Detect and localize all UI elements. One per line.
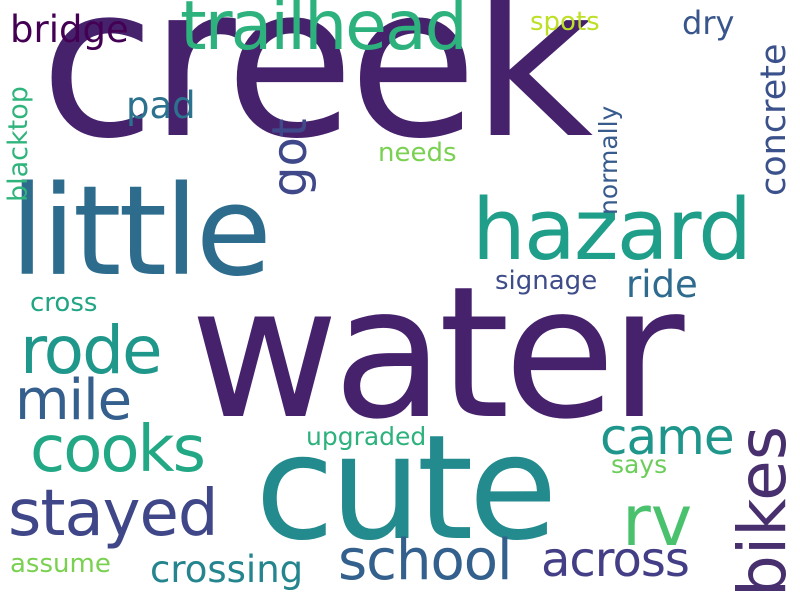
word-bridge: bridge xyxy=(10,8,129,51)
word-spots: spots xyxy=(530,7,600,37)
word-cute: cute xyxy=(255,404,558,573)
word-ride: ride xyxy=(626,263,698,306)
word-crossing: crossing xyxy=(150,548,304,591)
word-trailhead: trailhead xyxy=(180,0,468,66)
word-school: school xyxy=(338,528,513,593)
word-across: across xyxy=(541,532,690,588)
word-mile: mile xyxy=(15,368,132,433)
word-stayed: stayed xyxy=(8,477,219,551)
word-says: says xyxy=(611,450,668,479)
word-upgraded: upgraded xyxy=(306,422,427,451)
word-rv: rv xyxy=(622,480,693,562)
word-assume: assume xyxy=(10,549,111,579)
word-little: little xyxy=(10,160,272,304)
word-needs: needs xyxy=(378,138,457,168)
word-dry: dry xyxy=(682,4,735,42)
word-creek: creek xyxy=(40,0,593,185)
word-cooks: cooks xyxy=(30,413,206,487)
word-bikes: bikes xyxy=(724,425,800,597)
word-concrete: concrete xyxy=(754,43,794,197)
word-rode: rode xyxy=(20,312,163,389)
word-signage: signage xyxy=(495,266,598,296)
word-hazard: hazard xyxy=(472,181,752,280)
word-got: got xyxy=(262,118,318,197)
word-came: came xyxy=(600,408,735,466)
word-normally: normally xyxy=(594,105,623,215)
word-cross: cross xyxy=(30,288,98,318)
word-blacktop: blacktop xyxy=(3,86,34,202)
word-water: water xyxy=(190,247,685,459)
word-pad: pad xyxy=(126,84,196,127)
